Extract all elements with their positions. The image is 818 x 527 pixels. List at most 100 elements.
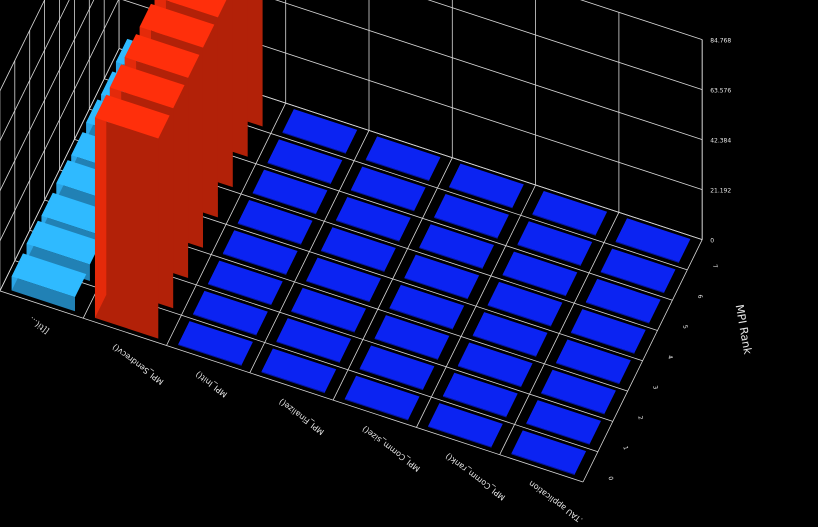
bar-face-top [350, 166, 426, 211]
bar-face-top [252, 169, 328, 214]
bar-face-top [600, 248, 676, 293]
bar-face-top [193, 290, 268, 335]
bar-face-top [365, 136, 441, 181]
bar-face-front [487, 304, 552, 327]
bar-face-front [374, 338, 438, 360]
bar-face-top [344, 375, 420, 420]
bar-face-front [428, 426, 492, 448]
bar [517, 221, 593, 266]
bar-face-top [404, 254, 480, 299]
bar-face-top [336, 196, 411, 241]
bar [267, 139, 343, 185]
bar-face-front [526, 423, 590, 445]
x-tick-label: .TAU application [527, 479, 584, 523]
bar-face-top [419, 224, 495, 269]
bar-face-front [344, 398, 409, 421]
bar-face-top [261, 348, 337, 393]
bar-face-front [237, 222, 302, 245]
bar-face-top [502, 251, 578, 296]
rank-tick-label: 0 [606, 476, 614, 481]
bar [472, 312, 548, 357]
bar-face-top [571, 309, 646, 353]
bar [389, 284, 465, 330]
bar-face-front [585, 301, 650, 324]
bar-face-top [517, 221, 593, 266]
z-tick-label-right: 42.384 [710, 138, 731, 145]
rank-tick-label: 4 [666, 355, 674, 360]
bar-face-top [276, 318, 352, 362]
bar-face-front [449, 186, 513, 209]
bar [600, 248, 676, 294]
bar-face-top [511, 430, 587, 475]
bar [94, 94, 170, 339]
bar-face-top [165, 0, 227, 18]
bar-face-top [585, 278, 661, 323]
bar-face-top [434, 193, 509, 238]
bar-face-front [291, 310, 355, 333]
bar [336, 196, 411, 242]
z-tick-label-right: 63.576 [710, 88, 731, 95]
bar-face-front [306, 280, 370, 303]
bar-face-top [178, 321, 253, 365]
bar-face-front [541, 392, 605, 415]
bar-face-top [472, 312, 548, 356]
bar [511, 430, 587, 476]
bar-face-top [374, 315, 450, 359]
bar-face-front [276, 341, 340, 363]
x-tick-label: MPI_Sendrecv() [111, 342, 166, 386]
bar [532, 190, 608, 236]
bar-face-top [556, 339, 631, 384]
bar [178, 321, 253, 366]
bar-face-front [615, 241, 680, 263]
bar-face-top [487, 281, 563, 326]
bar-face-top [26, 220, 102, 265]
side-wall-line [0, 0, 46, 92]
back-wall-line [427, 0, 703, 90]
bar [571, 309, 646, 354]
bar [502, 251, 578, 297]
bar-face-front [193, 313, 257, 336]
bar-face-top [428, 403, 503, 447]
bar-face-front [532, 213, 596, 236]
bar-face-top [615, 218, 691, 263]
bar-face-front [365, 159, 430, 182]
back-wall-line [580, 0, 703, 40]
bar-face-top [139, 3, 215, 48]
z-tick-label-right: 0 [710, 238, 714, 245]
bar-face-top [389, 284, 465, 329]
bar [344, 375, 420, 421]
x-tick-label: [[ti(... [27, 315, 50, 336]
bar-face-top [267, 139, 343, 184]
bar [306, 257, 381, 303]
bar [282, 109, 358, 154]
bar-face-top [94, 94, 170, 139]
bar [374, 315, 450, 360]
bar [252, 169, 328, 215]
bar-face-top [359, 345, 435, 390]
rank-tick-label: 1 [621, 446, 629, 451]
bar-face-top [237, 199, 313, 244]
bar [276, 318, 352, 363]
bar [585, 278, 661, 324]
bar-face-top [124, 34, 200, 78]
bar-face-top [541, 369, 616, 414]
bar-face-front [208, 283, 272, 306]
bar [222, 230, 298, 275]
bar-face-front [556, 362, 620, 385]
bar-face-front [261, 371, 325, 394]
bar-face-top [526, 400, 602, 444]
bar [428, 403, 503, 448]
bar-face-front [94, 117, 159, 339]
bar-face-top [222, 230, 298, 275]
bar [193, 290, 268, 336]
rank-tick-label: 7 [711, 264, 719, 269]
bar-face-side [94, 94, 107, 318]
bar-face-top [291, 287, 367, 332]
x-tick-label: MPI_Finalize() [277, 397, 326, 437]
rank-tick-label: 6 [696, 294, 704, 299]
bar [350, 166, 426, 212]
bar-face-top [321, 227, 396, 272]
bar [556, 339, 631, 385]
